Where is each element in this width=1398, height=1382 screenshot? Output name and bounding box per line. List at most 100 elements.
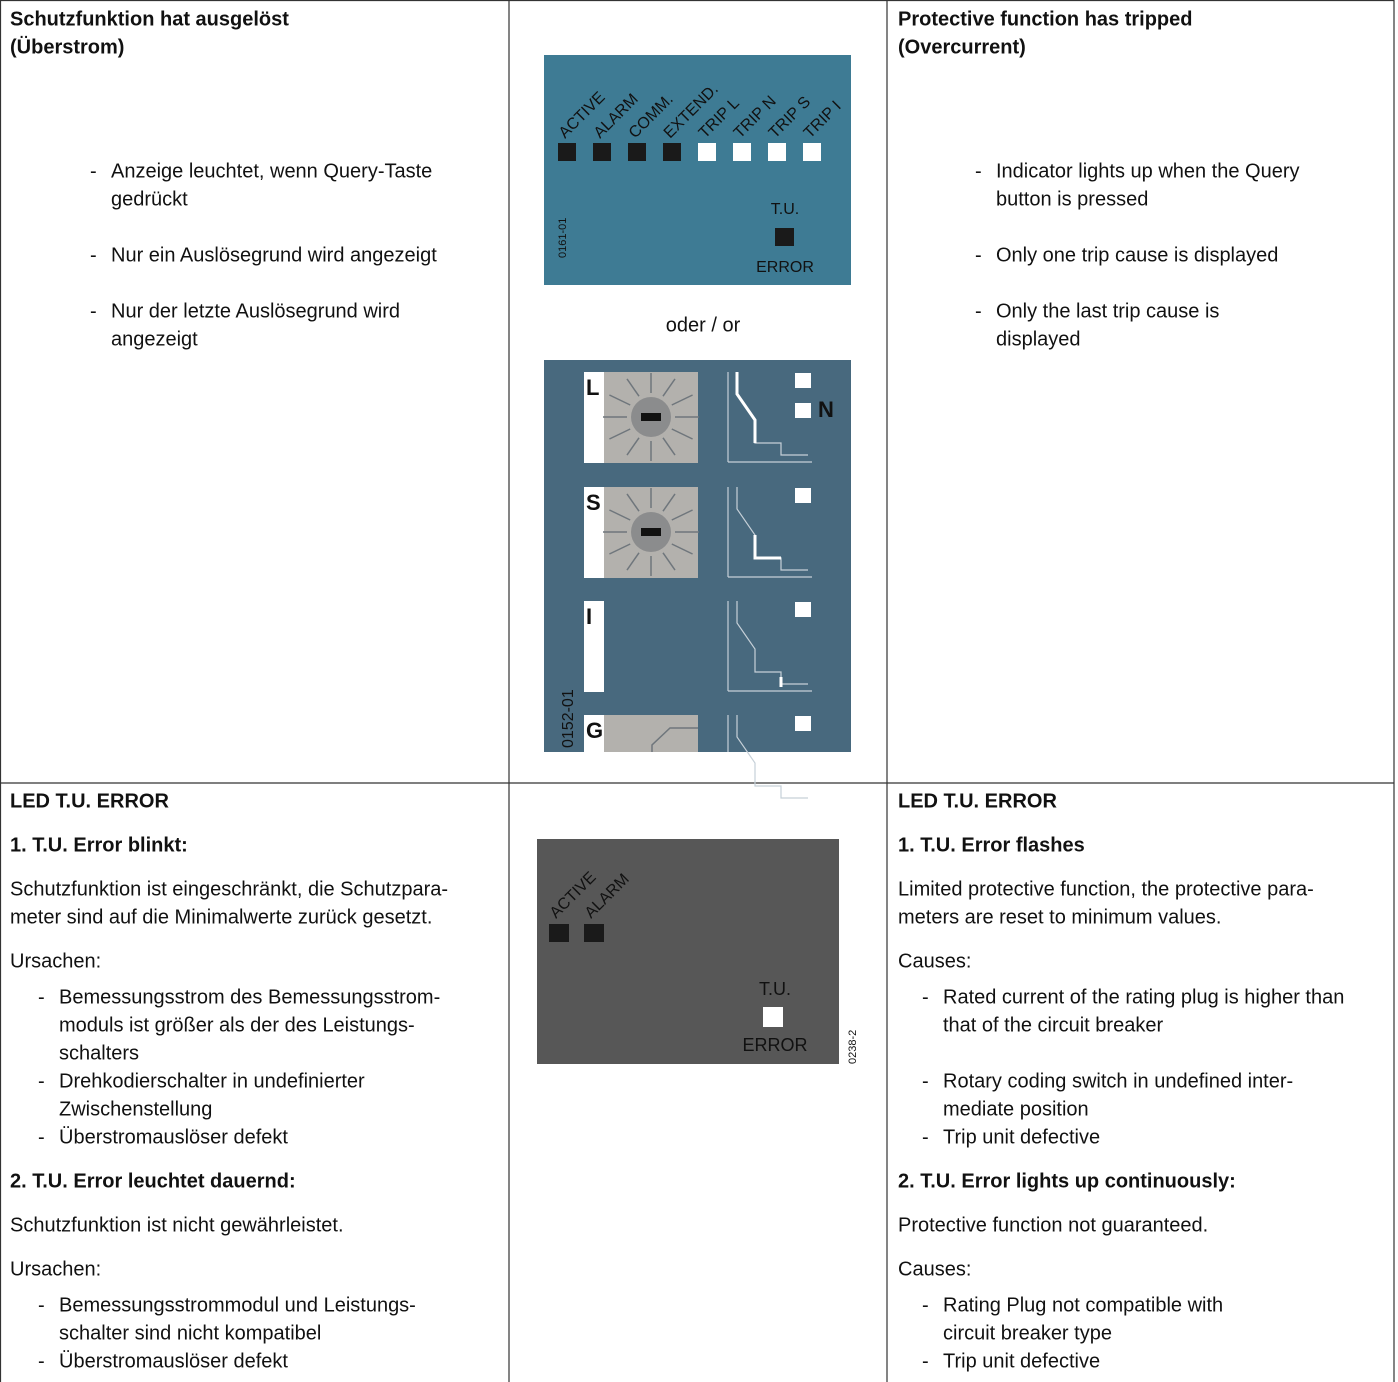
bullet-text: mediate position — [943, 1098, 1089, 1120]
bullet-dash: - — [38, 1126, 45, 1148]
figure-code: 0161-01 — [557, 218, 569, 258]
bullet-text: Rated current of the rating plug is high… — [943, 986, 1344, 1008]
knob-pointer — [641, 528, 661, 536]
bullet-text: Anzeige leuchtet, wenn Query-Taste — [111, 160, 432, 182]
switch-tick — [626, 378, 640, 397]
led — [795, 373, 811, 388]
paragraph: Limited protective function, the protect… — [898, 878, 1314, 900]
bullet-dash: - — [38, 986, 45, 1008]
label-bar — [584, 715, 604, 752]
setting-letter: N — [818, 397, 834, 422]
paragraph: Schutzfunktion ist eingeschränkt, die Sc… — [10, 878, 448, 900]
label-bar — [584, 601, 604, 692]
bullet-text: circuit breaker type — [943, 1322, 1112, 1344]
bullet-dash: - — [90, 160, 97, 182]
figure-code: 0238-2 — [847, 1030, 859, 1064]
switch-tick — [609, 394, 631, 406]
led — [795, 716, 811, 731]
led — [698, 143, 716, 161]
bullet-text: button is pressed — [996, 188, 1148, 210]
bullet-text: Zwischenstellung — [59, 1098, 212, 1120]
plate-curve — [651, 727, 698, 752]
switch-tick — [609, 543, 631, 555]
bullet-text: Indicator lights up when the Query — [996, 160, 1300, 182]
switch-tick — [662, 437, 676, 456]
label-bar — [584, 487, 604, 578]
bullet-dash: - — [975, 244, 982, 266]
bullet-text: Überstromauslöser defekt — [59, 1126, 288, 1148]
heading: LED T.U. ERROR — [10, 790, 169, 812]
switch-tick — [662, 378, 676, 397]
bullet-text: Trip unit defective — [943, 1126, 1100, 1148]
led — [763, 1007, 783, 1027]
trip-curve — [736, 715, 808, 799]
led — [768, 143, 786, 161]
led — [803, 143, 821, 161]
bullet-dash: - — [922, 1070, 929, 1092]
error-label: ERROR — [756, 259, 814, 276]
bullet-dash: - — [975, 300, 982, 322]
bullet-text: Überstromauslöser defekt — [59, 1350, 288, 1372]
error-label: ERROR — [742, 1035, 807, 1055]
bullet-text: Nur ein Auslösegrund wird angezeigt — [111, 244, 437, 266]
setting-letter: I — [586, 604, 592, 629]
bullet-dash: - — [90, 244, 97, 266]
causes-label: Ursachen: — [10, 950, 101, 972]
error-panel — [537, 839, 839, 1064]
trip-curve-active — [753, 535, 781, 560]
bullet-text: gedrückt — [111, 188, 188, 210]
setting-letter: G — [586, 718, 603, 743]
bullet-text: Nur der letzte Auslösegrund wird — [111, 300, 400, 322]
knob-pointer — [641, 413, 661, 421]
trip-curve-active — [735, 372, 757, 443]
heading: Schutzfunktion hat ausgelöst — [10, 8, 289, 30]
bullet-text: Drehkodierschalter in undefinierter — [59, 1070, 365, 1092]
led — [795, 602, 811, 617]
bullet-text: Only one trip cause is displayed — [996, 244, 1278, 266]
bullet-text: Rating Plug not compatible with — [943, 1294, 1223, 1316]
bullet-text: Rotary coding switch in undefined inter- — [943, 1070, 1293, 1092]
switch-plate — [604, 715, 698, 752]
led — [558, 143, 576, 161]
paragraph: Schutzfunktion ist nicht gewährleistet. — [10, 1214, 344, 1236]
paragraph: Protective function not guaranteed. — [898, 1214, 1208, 1236]
paragraph: meter sind auf die Minimalwerte zurück g… — [10, 906, 432, 928]
bullet-dash: - — [922, 1350, 929, 1372]
switch-tick — [662, 493, 676, 512]
bullet-dash: - — [38, 1350, 45, 1372]
label-bar — [584, 372, 604, 463]
heading: LED T.U. ERROR — [898, 790, 1057, 812]
bullet-dash: - — [922, 1126, 929, 1148]
switch-tick — [626, 552, 640, 571]
bullet-text: angezeigt — [111, 328, 198, 350]
switch-tick — [662, 552, 676, 571]
bullet-text: that of the circuit breaker — [943, 1014, 1163, 1036]
indicator-panel — [544, 55, 851, 285]
bullet-dash: - — [38, 1294, 45, 1316]
figure-code: 0152-01 — [560, 689, 577, 748]
switch-tick — [626, 493, 640, 512]
bullet-dash: - — [922, 1294, 929, 1316]
switch-tick — [671, 543, 693, 555]
bullet-dash: - — [975, 160, 982, 182]
section-title: 2. T.U. Error leuchtet dauernd: — [10, 1170, 296, 1192]
led — [733, 143, 751, 161]
paragraph: meters are reset to minimum values. — [898, 906, 1221, 928]
bullet-text: schalter sind nicht kompatibel — [59, 1322, 321, 1344]
switch-tick — [609, 428, 631, 440]
causes-label: Causes: — [898, 1258, 971, 1280]
switch-tick — [671, 428, 693, 440]
heading: Protective function has tripped — [898, 8, 1192, 30]
causes-label: Causes: — [898, 950, 971, 972]
separator: oder / or — [666, 314, 741, 336]
setting-letter: L — [586, 375, 599, 400]
bullet-dash: - — [38, 1070, 45, 1092]
heading: (Überstrom) — [10, 35, 124, 58]
switch-tick — [671, 394, 693, 406]
led — [775, 228, 794, 246]
causes-label: Ursachen: — [10, 1258, 101, 1280]
bullet-text: Bemessungsstrom des Bemessungsstrom- — [59, 986, 440, 1008]
bullet-text: displayed — [996, 328, 1081, 350]
